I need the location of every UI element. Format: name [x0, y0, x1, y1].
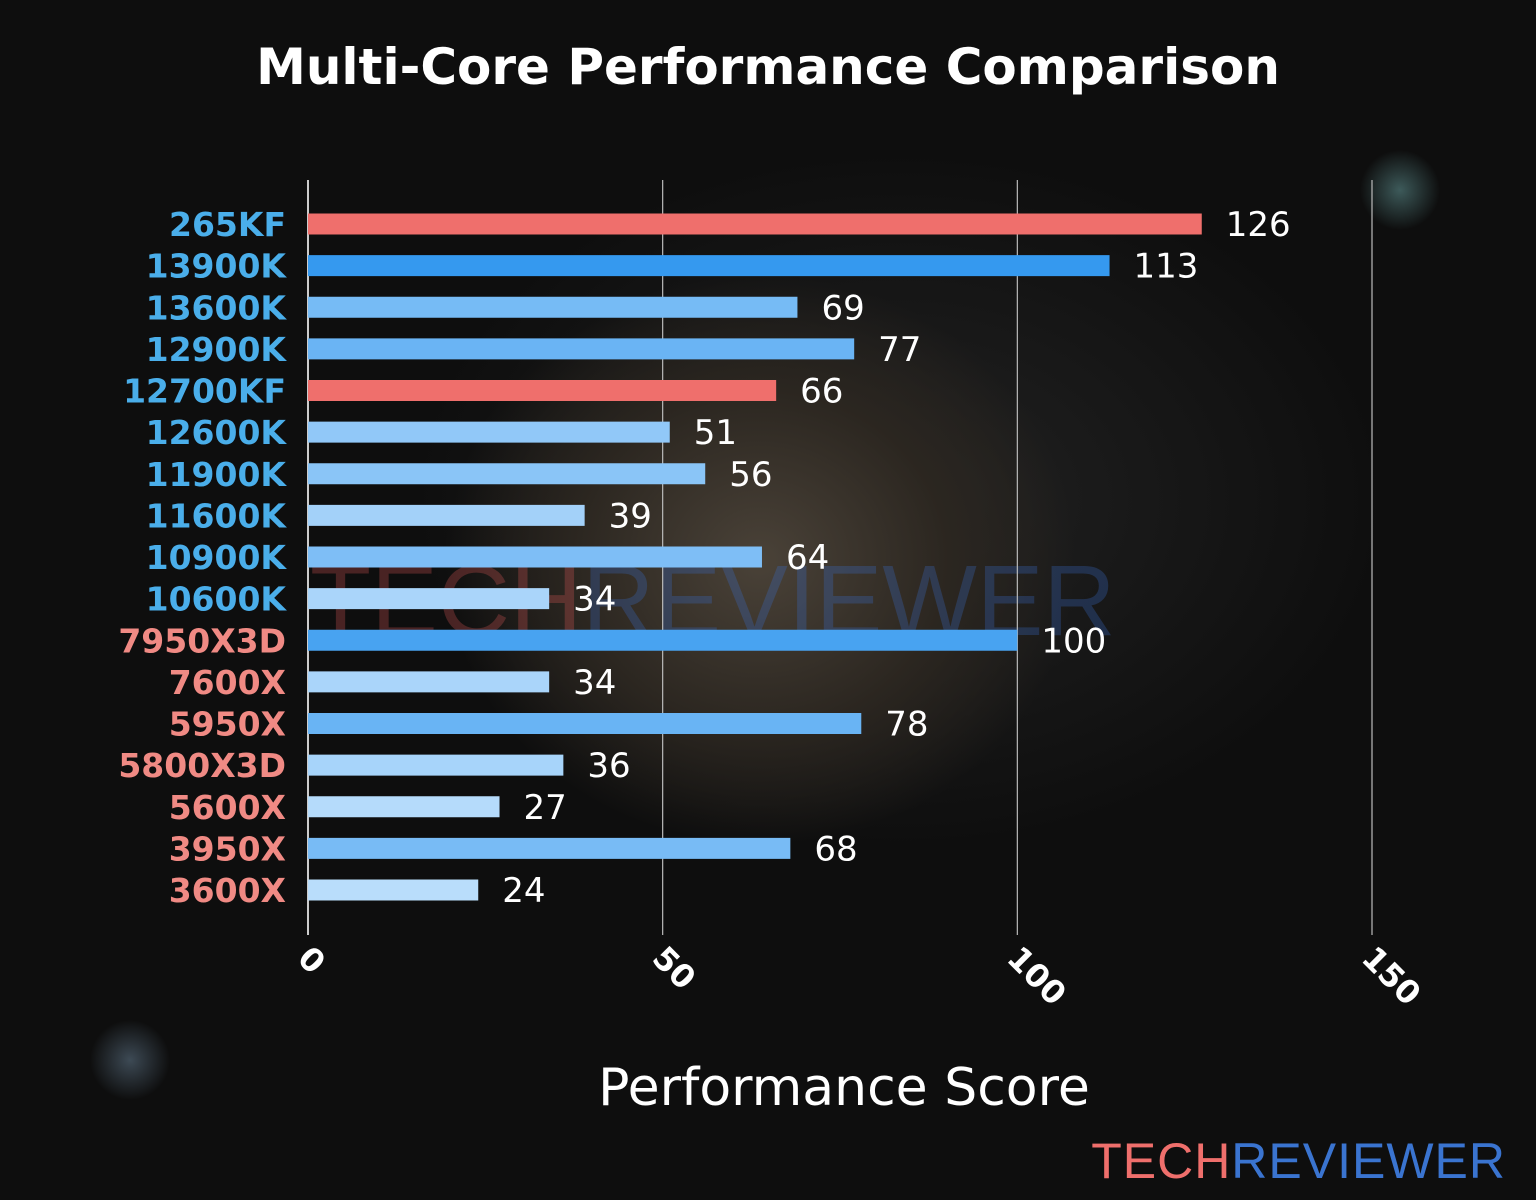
- y-category-label: 12700KF: [123, 372, 286, 411]
- y-category-label: 12600K: [146, 413, 288, 452]
- value-label: 27: [524, 788, 567, 828]
- y-category-label: 5950X: [169, 705, 286, 744]
- x-tick-label: 50: [645, 939, 703, 997]
- value-label: 24: [502, 871, 545, 911]
- value-label: 56: [729, 455, 772, 495]
- value-label: 34: [573, 580, 616, 620]
- bar-7600X: [308, 671, 550, 693]
- value-label: 78: [885, 705, 928, 745]
- y-category-label: 12900K: [146, 330, 288, 369]
- bar-5800X3D: [308, 754, 564, 776]
- chart-title: Multi-Core Performance Comparison: [256, 38, 1280, 96]
- bar-13600K: [308, 296, 798, 318]
- bar-7950X3D: [308, 629, 1018, 651]
- x-axis-label: Performance Score: [598, 1058, 1090, 1118]
- x-tick-label: 100: [1000, 939, 1074, 1013]
- y-category-label: 13600K: [146, 288, 288, 327]
- bar-11600K: [308, 504, 585, 526]
- value-label: 113: [1134, 247, 1199, 287]
- value-label: 69: [821, 288, 864, 328]
- value-label: 100: [1041, 621, 1106, 661]
- bar-5950X: [308, 713, 862, 734]
- bar-12700KF: [308, 380, 777, 401]
- bar-10900K: [308, 546, 762, 568]
- y-category-label: 11600K: [146, 496, 288, 535]
- y-category-label: 5800X3D: [118, 746, 286, 785]
- bar-265KF: [308, 213, 1202, 235]
- x-tick-label: 150: [1354, 939, 1428, 1013]
- value-label: 34: [573, 663, 616, 703]
- y-category-label: 10600K: [146, 580, 288, 619]
- y-category-label: 265KF: [169, 205, 286, 244]
- value-label: 126: [1226, 205, 1291, 245]
- bar-13900K: [308, 255, 1110, 277]
- y-category-label: 3600X: [169, 871, 286, 910]
- bar-11900K: [308, 463, 706, 485]
- value-label: 39: [609, 496, 652, 536]
- value-label: 68: [814, 829, 857, 869]
- y-category-label: 3950X: [169, 829, 286, 868]
- y-category-label: 5600X: [169, 788, 286, 827]
- y-category-label: 13900K: [146, 247, 288, 286]
- bar-5600X: [308, 796, 500, 818]
- value-label: 77: [878, 330, 921, 370]
- y-category-label: 7600X: [169, 663, 286, 702]
- value-label: 36: [587, 746, 630, 786]
- bar-10600K: [308, 588, 550, 610]
- bar-3950X: [308, 837, 791, 859]
- techreviewer-logo: TECHREVIEWER: [1091, 1133, 1506, 1189]
- bar-3600X: [308, 879, 479, 901]
- value-label: 64: [786, 538, 829, 578]
- value-label: 66: [800, 372, 843, 412]
- value-label: 51: [694, 413, 737, 453]
- y-category-label: 11900K: [146, 455, 288, 494]
- y-category-label: 10900K: [146, 538, 288, 577]
- y-category-label: 7950X3D: [118, 621, 286, 660]
- x-tick-label: 0: [290, 939, 333, 982]
- bar-12900K: [308, 338, 855, 360]
- bar-12600K: [308, 421, 670, 443]
